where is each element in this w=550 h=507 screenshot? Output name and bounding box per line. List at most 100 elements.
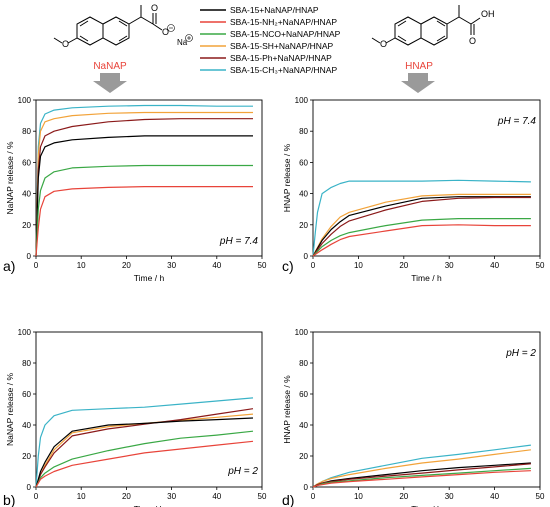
y-tick-label: 40 — [299, 190, 308, 199]
plus-charge-icon — [185, 34, 193, 42]
panel-label: c) — [282, 258, 294, 274]
y-tick-label: 0 — [27, 252, 32, 261]
x-axis-label: Time / h — [411, 273, 442, 283]
carboxylate-o-atom: O — [162, 27, 169, 37]
y-tick-label: 100 — [295, 328, 309, 337]
legend-label-4: SBA-15-Ph+NaNAP/HNAP — [230, 53, 332, 63]
nanap-structure — [53, 5, 163, 46]
x-tick-label: 0 — [34, 492, 39, 501]
y-tick-label: 60 — [22, 390, 31, 399]
series-line-0 — [35, 397, 254, 488]
y-tick-label: 20 — [299, 221, 308, 230]
down-arrow-icon — [93, 73, 127, 93]
legend-label-2: SBA-15-NCO+NaNAP/HNAP — [230, 29, 341, 39]
panel-a: 0 10 20 30 40 50 0 20 40 60 80 100 Time / h NaNAP rel… — [3, 96, 267, 283]
legend: SBA-15+NaNAP/HNAP SBA-15-NH₂+NaNAP/HNAP … — [200, 5, 341, 75]
y-tick-label: 80 — [22, 127, 31, 136]
series-line-5 — [35, 186, 253, 257]
x-tick-label: 50 — [536, 261, 545, 270]
y-tick-label: 80 — [299, 127, 308, 136]
plot-frame — [312, 99, 541, 257]
x-tick-label: 50 — [258, 492, 267, 501]
y-tick-label: 100 — [18, 96, 32, 105]
y-tick-label: 0 — [27, 483, 32, 492]
y-axis-label: HNAP release / % — [282, 375, 292, 444]
x-tick-label: 50 — [536, 492, 545, 501]
legend-label-3: SBA-15-SH+NaNAP/HNAP — [230, 41, 334, 51]
series-line-1 — [312, 193, 531, 257]
nanap-name: NaNAP — [93, 61, 127, 72]
y-tick-label: 20 — [22, 221, 31, 230]
series-line-1 — [312, 449, 531, 488]
y-tick-label: 40 — [22, 190, 31, 199]
panel-d: 0 10 20 30 40 50 0 20 40 60 80 100 Time / h HNAP rele… — [282, 328, 545, 507]
hydroxyl-label: OH — [481, 9, 495, 19]
series-line-3 — [35, 417, 254, 488]
hnap-structure — [371, 5, 481, 46]
y-axis-label: NaNAP release / % — [5, 141, 15, 215]
panel-b: 0 10 20 30 40 50 0 20 40 60 80 100 Time / h NaNAP rel… — [3, 328, 267, 507]
ph-annotation: pH = 2 — [227, 466, 258, 477]
hnap-name: HNAP — [405, 61, 433, 72]
ph-annotation: pH = 7.4 — [497, 116, 537, 127]
y-axis-label: HNAP release / % — [282, 143, 292, 212]
y-tick-label: 100 — [18, 328, 32, 337]
y-tick-label: 0 — [304, 252, 309, 261]
x-tick-label: 20 — [122, 492, 131, 501]
x-tick-label: 10 — [77, 492, 86, 501]
x-axis-label: Time / h — [411, 504, 442, 507]
panel-c: 0 10 20 30 40 50 0 20 40 60 80 100 Time / h HNAP rele… — [282, 96, 545, 283]
ph-annotation: pH = 7.4 — [219, 236, 259, 247]
series-line-3 — [312, 463, 531, 488]
series-line-3 — [35, 135, 253, 257]
methoxy-o-atom-right: O — [380, 39, 387, 49]
series-line-5 — [312, 224, 531, 257]
series-line-2 — [312, 196, 531, 257]
x-tick-label: 0 — [311, 261, 316, 270]
x-tick-label: 30 — [445, 492, 454, 501]
carbonyl-o-atom-right: O — [469, 36, 476, 46]
y-tick-label: 60 — [299, 390, 308, 399]
series-line-2 — [35, 408, 254, 488]
x-tick-label: 20 — [399, 492, 408, 501]
plot-frame — [35, 331, 263, 488]
legend-label-5: SBA-15-CH₃+NaNAP/HNAP — [230, 65, 337, 75]
x-tick-label: 10 — [354, 492, 363, 501]
plot-frame — [35, 99, 263, 257]
x-tick-label: 0 — [34, 261, 39, 270]
x-tick-label: 40 — [490, 261, 499, 270]
x-tick-label: 20 — [122, 261, 131, 270]
y-tick-label: 100 — [295, 96, 309, 105]
series-line-5 — [312, 470, 531, 488]
plot-frame — [312, 331, 541, 488]
x-tick-label: 40 — [212, 492, 221, 501]
legend-label-1: SBA-15-NH₂+NaNAP/HNAP — [230, 17, 337, 27]
minus-charge-icon — [167, 24, 175, 32]
legend-label-0: SBA-15+NaNAP/HNAP — [230, 5, 319, 15]
y-tick-label: 0 — [304, 483, 309, 492]
y-axis-label: NaNAP release / % — [5, 373, 15, 447]
y-tick-label: 40 — [299, 421, 308, 430]
y-tick-label: 20 — [299, 452, 308, 461]
x-axis-label: Time / h — [134, 273, 165, 283]
y-tick-label: 80 — [22, 359, 31, 368]
x-tick-label: 30 — [167, 261, 176, 270]
y-tick-label: 40 — [22, 421, 31, 430]
x-tick-label: 10 — [77, 261, 86, 270]
y-tick-label: 20 — [22, 452, 31, 461]
series-line-0 — [35, 104, 253, 257]
x-tick-label: 0 — [311, 492, 316, 501]
series-line-1 — [35, 413, 254, 488]
x-tick-label: 10 — [354, 261, 363, 270]
x-tick-label: 40 — [490, 492, 499, 501]
ph-annotation: pH = 2 — [505, 348, 536, 359]
x-tick-label: 30 — [167, 492, 176, 501]
x-tick-label: 50 — [258, 261, 267, 270]
x-tick-label: 40 — [212, 261, 221, 270]
x-tick-label: 30 — [445, 261, 454, 270]
y-tick-label: 80 — [299, 359, 308, 368]
series-line-4 — [312, 218, 531, 257]
x-axis-label: Time / h — [134, 504, 165, 507]
panel-label: b) — [3, 492, 15, 507]
